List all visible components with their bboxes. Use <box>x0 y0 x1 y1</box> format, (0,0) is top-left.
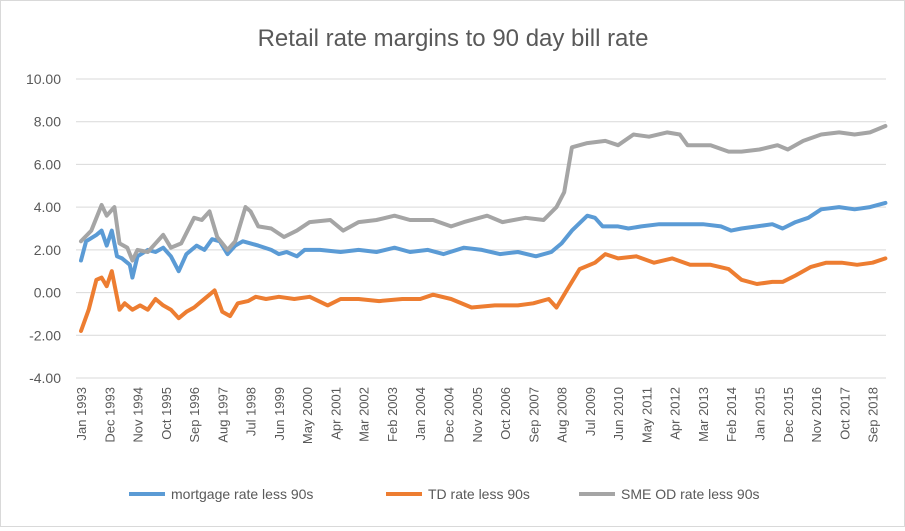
x-tick-label: Apr 2001 <box>328 387 343 440</box>
x-tick-label: Nov 2016 <box>809 387 824 443</box>
x-tick-label: Jan 1993 <box>74 387 89 441</box>
y-tick-label: 10.00 <box>26 71 61 87</box>
x-tick-label: Jun 2010 <box>611 387 626 441</box>
x-tick-label: Dec 1993 <box>102 387 117 443</box>
series-line-2 <box>79 252 888 333</box>
x-tick-label: Mar 2002 <box>357 387 372 442</box>
legend-item: TD rate less 90s <box>386 486 530 502</box>
chart-title: Retail rate margins to 90 day bill rate <box>258 25 649 52</box>
legend-label: TD rate less 90s <box>428 486 530 502</box>
x-tick-label: Aug 2008 <box>555 387 570 443</box>
x-tick-label: Oct 2006 <box>498 387 513 440</box>
legend-item: mortgage rate less 90s <box>129 486 313 502</box>
x-tick-label: Feb 2003 <box>385 387 400 442</box>
y-tick-label: -4.00 <box>29 370 61 386</box>
x-tick-label: Nov 2005 <box>470 387 485 443</box>
x-tick-label: Sep 1996 <box>187 387 202 443</box>
x-tick-label: Dec 2015 <box>781 387 796 443</box>
x-tick-label: Jan 2004 <box>413 387 428 441</box>
x-tick-label: Aug 1997 <box>215 387 230 443</box>
series-line-3 <box>79 124 888 263</box>
x-tick-label: Oct 2017 <box>837 387 852 440</box>
x-tick-label: May 2011 <box>639 387 654 443</box>
x-tick-label: Apr 2012 <box>668 387 683 440</box>
y-tick-label: 6.00 <box>34 156 61 172</box>
y-tick-label: 4.00 <box>34 199 61 215</box>
x-tick-label: Jul 1998 <box>244 387 259 436</box>
x-tick-label: Jul 2009 <box>583 387 598 436</box>
series-line-1 <box>79 200 888 280</box>
y-tick-label: 8.00 <box>34 114 61 130</box>
x-tick-label: Sep 2007 <box>526 387 541 443</box>
x-tick-label: Jun 1999 <box>272 387 287 441</box>
x-tick-label: Sep 2018 <box>866 387 881 443</box>
x-tick-label: Dec 2004 <box>442 387 457 443</box>
x-tick-label: Feb 2014 <box>724 387 739 442</box>
x-tick-label: Jan 2015 <box>752 387 767 441</box>
x-tick-label: Nov 1994 <box>131 387 146 443</box>
x-tick-label: Mar 2013 <box>696 387 711 442</box>
y-tick-label: 2.00 <box>34 242 61 258</box>
legend-label: SME OD rate less 90s <box>621 486 760 502</box>
legend-label: mortgage rate less 90s <box>171 486 313 502</box>
x-tick-label: May 2000 <box>300 387 315 444</box>
y-tick-label: -2.00 <box>29 327 61 343</box>
legend-item: SME OD rate less 90s <box>579 486 760 502</box>
x-tick-label: Oct 1995 <box>159 387 174 440</box>
y-tick-label: 0.00 <box>34 285 61 301</box>
